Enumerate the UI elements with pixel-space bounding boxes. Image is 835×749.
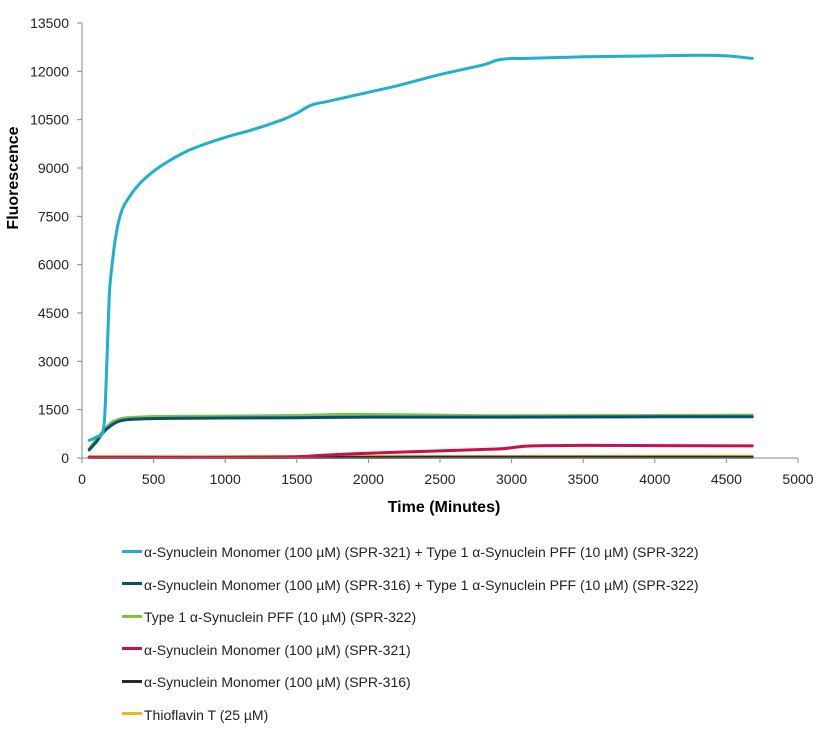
legend-label-4: α-Synuclein Monomer (100 µM) (SPR-316): [144, 674, 411, 690]
x-axis-title: Time (Minutes): [388, 499, 501, 516]
x-tick-label-4: 2000: [353, 471, 384, 487]
y-tick-label-0: 0: [61, 450, 69, 466]
series-line-1: [87, 415, 754, 452]
legend-item-3: α-Synuclein Monomer (100 µM) (SPR-321): [122, 638, 699, 671]
legend-label-0: α-Synuclein Monomer (100 µM) (SPR-321) +…: [144, 544, 699, 560]
x-tick-label-1: 500: [142, 471, 166, 487]
legend-item-5: Thioflavin T (25 µM): [122, 703, 699, 736]
x-tick-label-7: 3500: [568, 471, 599, 487]
legend-swatch-0: [122, 549, 142, 553]
legend-label-1: α-Synuclein Monomer (100 µM) (SPR-316) +…: [144, 576, 699, 593]
legend-item-0: α-Synuclein Monomer (100 µM) (SPR-321) +…: [122, 540, 699, 573]
legend-swatch-1: [122, 582, 142, 585]
x-tick-label-6: 3000: [496, 471, 527, 487]
series-line-3: [87, 443, 754, 459]
legend-label-2: Type 1 α-Synuclein PFF (10 µM) (SPR-322): [144, 609, 417, 625]
y-tick-label-6: 9000: [38, 160, 69, 176]
y-tick-label-3: 4500: [38, 305, 69, 321]
chart-legend: α-Synuclein Monomer (100 µM) (SPR-321) +…: [122, 540, 699, 735]
legend-swatch-3: [122, 647, 142, 650]
legend-item-1: α-Synuclein Monomer (100 µM) (SPR-316) +…: [122, 573, 699, 606]
y-tick-label-1: 1500: [38, 402, 69, 418]
legend-swatch-4: [122, 679, 142, 683]
axis-ticks: 0 500 1000 1500 2000 2500 3000 3500 4000 4500 5000…: [30, 15, 814, 487]
x-tick-label-8: 4000: [639, 471, 670, 487]
x-tick-label-10: 5000: [782, 471, 813, 487]
x-tick-label-9: 4500: [711, 471, 742, 487]
plot-area: [87, 53, 754, 460]
y-tick-label-4: 6000: [38, 257, 69, 273]
y-tick-label-2: 3000: [38, 353, 69, 369]
x-tick-label-2: 1000: [210, 471, 241, 487]
legend-swatch-2: [122, 614, 142, 618]
legend-item-4: α-Synuclein Monomer (100 µM) (SPR-316): [122, 670, 699, 703]
legend-swatch-5: [122, 712, 142, 715]
series-line-0: [87, 53, 754, 442]
x-tick-label-3: 1500: [281, 471, 312, 487]
y-tick-label-9: 13500: [30, 15, 69, 31]
y-tick-label-8: 12000: [30, 63, 69, 79]
legend-label-5: Thioflavin T (25 µM): [144, 706, 269, 723]
y-tick-label-5: 7500: [38, 208, 69, 224]
x-tick-label-0: 0: [78, 471, 86, 487]
y-axis-title: Fluorescence: [5, 126, 22, 229]
x-tick-label-5: 2500: [424, 471, 455, 487]
line-chart: 0 500 1000 1500 2000 2500 3000 3500 4000 4500 5000…: [5, 15, 814, 516]
y-tick-label-7: 10500: [30, 112, 69, 128]
legend-label-3: α-Synuclein Monomer (100 µM) (SPR-321): [144, 641, 411, 658]
legend-item-2: Type 1 α-Synuclein PFF (10 µM) (SPR-322): [122, 605, 699, 638]
